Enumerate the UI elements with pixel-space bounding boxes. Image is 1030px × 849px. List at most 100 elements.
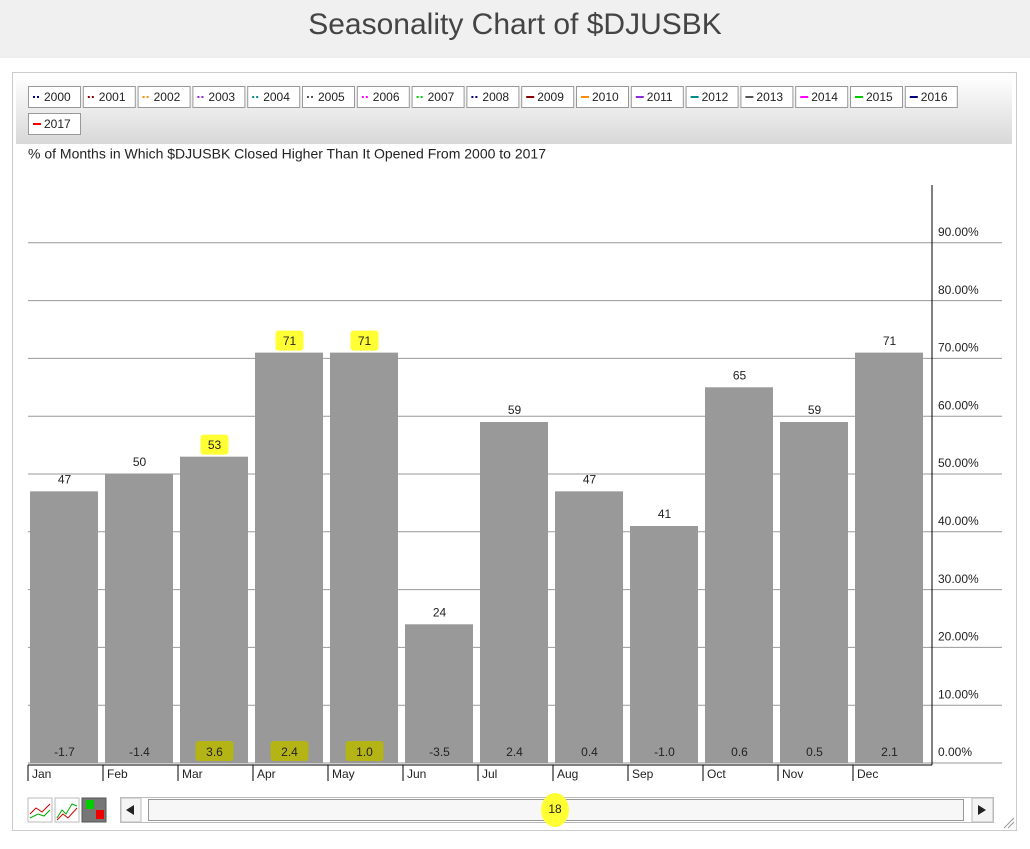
scroll-left-arrow bbox=[126, 805, 134, 815]
legend-button[interactable] bbox=[247, 86, 301, 108]
legend-button[interactable] bbox=[904, 86, 958, 108]
y-tick-label: 50.00% bbox=[938, 456, 979, 470]
legend-button[interactable] bbox=[411, 86, 465, 108]
bar bbox=[30, 491, 98, 763]
legend-button[interactable] bbox=[740, 86, 794, 108]
legend-button[interactable] bbox=[850, 86, 903, 108]
x-tick-label: Feb bbox=[107, 767, 128, 781]
value-label: 53 bbox=[208, 438, 222, 452]
resize-grip bbox=[1003, 817, 1015, 829]
value-label: 65 bbox=[733, 368, 747, 382]
x-tick-label: Aug bbox=[557, 767, 578, 781]
legend-label: 2011 bbox=[647, 90, 673, 104]
legend-button[interactable] bbox=[466, 86, 520, 108]
legend-label: 2003 bbox=[208, 90, 235, 104]
y-tick-label: 60.00% bbox=[938, 398, 979, 412]
avg-change-label: 0.4 bbox=[581, 745, 598, 759]
legend-button[interactable] bbox=[302, 86, 355, 108]
legend-label: 2012 bbox=[702, 90, 729, 104]
value-label: 47 bbox=[58, 473, 72, 487]
x-tick-label: Jun bbox=[407, 767, 426, 781]
legend-button[interactable] bbox=[192, 86, 246, 108]
legend-label: 2016 bbox=[921, 90, 948, 104]
legend-label: 2013 bbox=[756, 90, 783, 104]
legend-button[interactable] bbox=[630, 86, 684, 108]
legend-label: 2001 bbox=[99, 90, 126, 104]
value-label: 24 bbox=[433, 605, 447, 619]
value-label: 71 bbox=[358, 334, 372, 348]
y-tick-label: 10.00% bbox=[938, 687, 979, 701]
bar bbox=[330, 352, 398, 763]
avg-change-label: 3.6 bbox=[206, 745, 223, 759]
chart-title: % of Months in Which $DJUSBK Closed High… bbox=[28, 146, 546, 162]
legend-button[interactable] bbox=[28, 113, 81, 135]
legend-button[interactable] bbox=[685, 86, 739, 108]
legend-label: 2005 bbox=[318, 90, 345, 104]
legend-button[interactable] bbox=[82, 86, 136, 108]
avg-change-label: 2.4 bbox=[506, 745, 523, 759]
value-label: 50 bbox=[133, 455, 147, 469]
y-tick-label: 90.00% bbox=[938, 225, 979, 239]
page-title: Seasonality Chart of $DJUSBK bbox=[308, 8, 722, 41]
bar bbox=[630, 526, 698, 763]
scroll-right-arrow bbox=[978, 805, 986, 815]
y-tick-label: 20.00% bbox=[938, 630, 979, 644]
y-tick-label: 80.00% bbox=[938, 283, 979, 297]
x-tick-label: Sep bbox=[632, 767, 654, 781]
avg-change-label: 0.6 bbox=[731, 745, 748, 759]
header bbox=[0, 0, 1030, 58]
highlight bbox=[270, 741, 309, 761]
value-label: 59 bbox=[808, 403, 822, 417]
avg-change-label: -1.4 bbox=[129, 745, 150, 759]
x-tick-label: Apr bbox=[257, 767, 276, 781]
highlight bbox=[350, 330, 379, 351]
legend-button[interactable] bbox=[28, 86, 81, 108]
highlight bbox=[195, 741, 234, 761]
legend-label: 2006 bbox=[373, 90, 400, 104]
x-tick-label: Jan bbox=[32, 767, 51, 781]
legend-label: 2010 bbox=[592, 90, 619, 104]
avg-change-label: 0.5 bbox=[806, 745, 823, 759]
legend-label: 2007 bbox=[428, 90, 455, 104]
bar bbox=[855, 352, 923, 763]
legend-label: 2000 bbox=[44, 90, 71, 104]
slider-label: 18 bbox=[548, 802, 562, 816]
bar bbox=[705, 387, 773, 763]
highlight bbox=[200, 434, 229, 455]
x-tick-label: May bbox=[332, 767, 355, 781]
bar bbox=[405, 624, 473, 763]
legend-button[interactable] bbox=[795, 86, 849, 108]
avg-change-label: 2.4 bbox=[281, 745, 298, 759]
legend-button[interactable] bbox=[576, 86, 629, 108]
x-tick-label: Jul bbox=[482, 767, 497, 781]
avg-change-label: -3.5 bbox=[429, 745, 450, 759]
bar bbox=[480, 421, 548, 763]
x-tick-label: Mar bbox=[182, 767, 203, 781]
bar bbox=[780, 421, 848, 763]
bar bbox=[180, 456, 248, 763]
y-tick-label: 30.00% bbox=[938, 572, 979, 586]
legend-button[interactable] bbox=[521, 86, 575, 108]
avg-change-label: -1.0 bbox=[654, 745, 675, 759]
legend-label: 2014 bbox=[811, 90, 838, 104]
avg-change-label: -1.7 bbox=[54, 745, 75, 759]
legend-label: 2008 bbox=[482, 90, 509, 104]
legend-label: 2017 bbox=[44, 117, 71, 131]
avg-change-label: 1.0 bbox=[356, 745, 373, 759]
bar bbox=[255, 352, 323, 763]
legend-button[interactable] bbox=[137, 86, 191, 108]
x-tick-label: Dec bbox=[857, 767, 878, 781]
highlight bbox=[345, 741, 384, 761]
value-label: 59 bbox=[508, 403, 522, 417]
value-label: 71 bbox=[283, 334, 297, 348]
y-tick-label: 40.00% bbox=[938, 514, 979, 528]
value-label: 47 bbox=[583, 473, 597, 487]
legend-label: 2004 bbox=[263, 90, 290, 104]
toolbar-icons[interactable] bbox=[27, 797, 107, 823]
legend-button[interactable] bbox=[356, 86, 410, 108]
x-tick-label: Nov bbox=[782, 767, 803, 781]
bar bbox=[105, 474, 173, 763]
legend-label: 2002 bbox=[154, 90, 181, 104]
